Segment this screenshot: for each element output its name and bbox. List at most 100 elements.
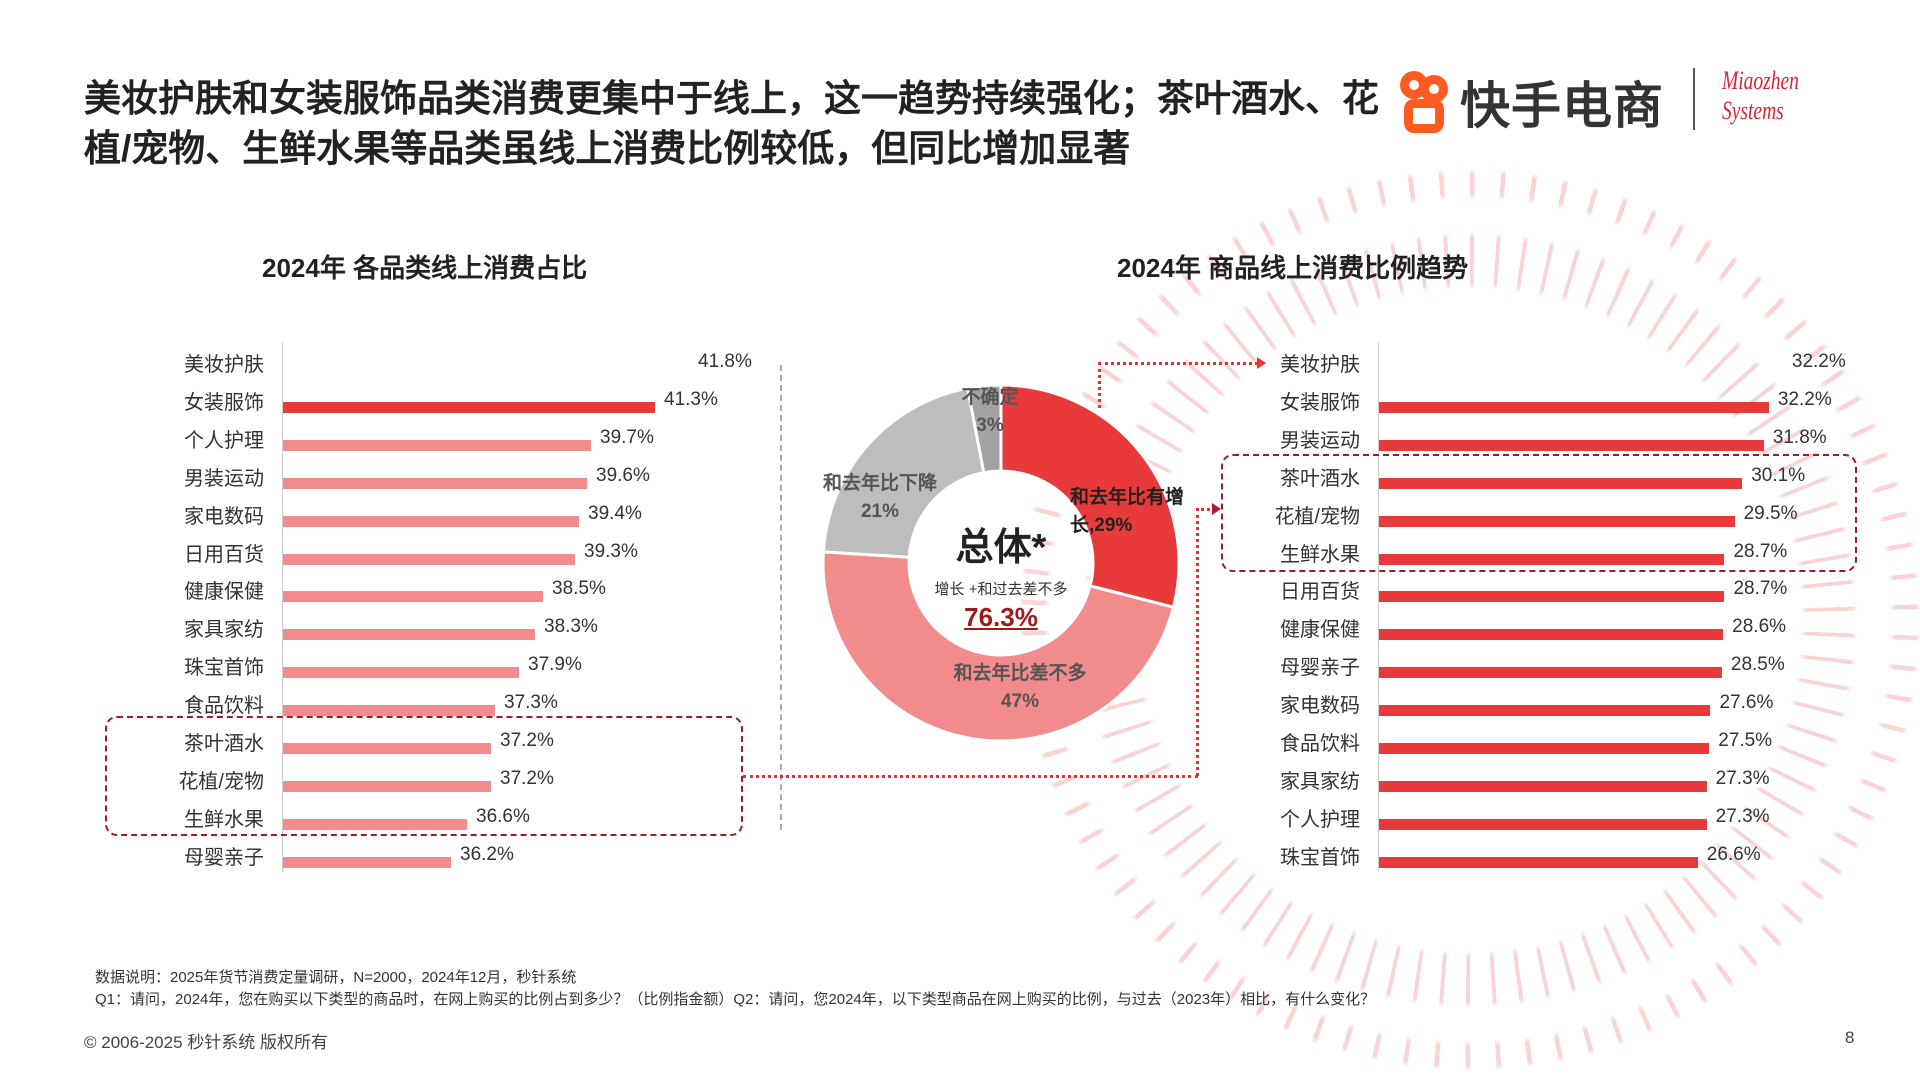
bar bbox=[1379, 401, 1769, 413]
slice-label-uncertain: 不确定 3% bbox=[945, 384, 1035, 440]
slice-label-decrease-value: 21% bbox=[860, 501, 900, 522]
value-label: 32.2% bbox=[1791, 351, 1846, 372]
category-label: 珠宝首饰 bbox=[1280, 846, 1360, 869]
bar bbox=[283, 401, 655, 413]
value-label: 41.3% bbox=[664, 388, 718, 410]
right-highlight-box bbox=[1221, 454, 1857, 572]
category-label: 个人护理 bbox=[1280, 808, 1360, 831]
slice-label-same: 和去年比差不多 47% bbox=[940, 660, 1100, 716]
slice-label-same-value: 47% bbox=[1000, 691, 1040, 712]
bar bbox=[1379, 743, 1710, 754]
right-chart-title: 2024年 商品线上消费比例趋势 bbox=[1117, 253, 1469, 283]
category-label: 美妆护肤 bbox=[184, 354, 264, 376]
left-chart-title: 2024年 各品类线上消费占比 bbox=[262, 253, 588, 283]
category-label: 茶叶酒水 bbox=[184, 733, 264, 755]
bar bbox=[1379, 667, 1722, 679]
top-connector-horizontal bbox=[1098, 362, 1258, 365]
page-number: 8 bbox=[1845, 1028, 1855, 1047]
category-label: 日用百货 bbox=[1280, 581, 1360, 604]
bar bbox=[1379, 818, 1707, 830]
bar bbox=[283, 705, 495, 717]
data-note: 数据说明：2025年货节消费定量调研，N=2000，2024年12月，秒针系统 bbox=[95, 969, 577, 986]
category-label: 花植/宠物 bbox=[178, 770, 264, 793]
value-label: 27.5% bbox=[1718, 730, 1773, 751]
donut-center-title: 总体* bbox=[955, 527, 1047, 569]
value-label: 39.6% bbox=[596, 464, 650, 486]
value-label: 41.8% bbox=[698, 351, 752, 372]
category-label: 女装服饰 bbox=[184, 391, 264, 414]
value-label: 28.6% bbox=[1732, 616, 1787, 638]
slice-label-uncertain-value: 3% bbox=[976, 415, 1004, 436]
arrow-icon bbox=[1212, 503, 1221, 515]
value-label: 37.2% bbox=[500, 730, 554, 751]
category-label: 生鲜水果 bbox=[184, 808, 264, 831]
category-label: 男装运动 bbox=[184, 467, 264, 490]
axis-line bbox=[282, 342, 283, 872]
bar bbox=[283, 780, 491, 792]
category-label: 珠宝首饰 bbox=[184, 657, 264, 680]
bar bbox=[1379, 591, 1725, 603]
bar bbox=[1379, 477, 1743, 489]
donut-center-subtitle: 增长 +和过去差不多 bbox=[934, 581, 1068, 598]
donut-slice bbox=[821, 550, 1176, 743]
bar bbox=[1379, 705, 1711, 717]
category-label: 女装服饰 bbox=[1280, 391, 1360, 414]
category-label: 花植/宠物 bbox=[1274, 505, 1360, 528]
kuaishou-logo: 快手电商 bbox=[1398, 66, 1664, 138]
copyright: © 2006-2025 秒针系统 版权所有 bbox=[84, 1033, 328, 1052]
miaozhen-line2: Systems bbox=[1722, 96, 1784, 125]
category-label: 个人护理 bbox=[184, 429, 264, 452]
bar bbox=[1379, 856, 1698, 868]
value-label: 30.1% bbox=[1751, 464, 1806, 486]
category-label: 家具家纺 bbox=[184, 619, 264, 642]
value-label: 39.4% bbox=[588, 502, 642, 524]
category-label: 家具家纺 bbox=[1280, 770, 1360, 793]
bar bbox=[1379, 553, 1725, 565]
bar bbox=[283, 439, 591, 451]
connector-line-arrow bbox=[1196, 508, 1216, 511]
value-label: 28.7% bbox=[1733, 540, 1788, 562]
bar bbox=[1379, 439, 1764, 451]
category-label: 男装运动 bbox=[1280, 429, 1360, 452]
category-label: 食品饮料 bbox=[184, 695, 264, 718]
category-label: 母婴亲子 bbox=[1280, 657, 1360, 680]
bar bbox=[283, 856, 451, 868]
value-label: 28.5% bbox=[1730, 654, 1785, 676]
page-title: 美妆护肤和女装服饰品类消费更集中于线上，这一趋势持续强化；茶叶酒水、花植/宠物、… bbox=[84, 78, 1379, 169]
donut-slice bbox=[965, 383, 1003, 475]
value-label: 32.2% bbox=[1777, 388, 1832, 410]
miaozhen-line1: Miaozhen bbox=[1722, 66, 1799, 95]
value-label: 31.8% bbox=[1772, 426, 1827, 448]
bar bbox=[1379, 780, 1707, 792]
value-label: 39.3% bbox=[584, 540, 638, 562]
value-label: 37.3% bbox=[504, 692, 558, 714]
bar bbox=[1379, 629, 1724, 641]
category-label: 食品饮料 bbox=[1280, 733, 1360, 755]
axis-line bbox=[1378, 342, 1379, 872]
value-label: 26.6% bbox=[1706, 843, 1761, 865]
bar bbox=[283, 477, 587, 489]
category-label: 家电数码 bbox=[1280, 695, 1360, 718]
value-label: 27.3% bbox=[1715, 767, 1770, 789]
left-highlight-box bbox=[105, 716, 743, 836]
value-label: 37.2% bbox=[500, 767, 554, 789]
bar bbox=[283, 743, 491, 754]
bar bbox=[1379, 515, 1735, 527]
value-label: 27.3% bbox=[1715, 805, 1770, 827]
survey-questions: Q1：请问，2024年，您在购买以下类型的商品时，在网上购买的比例占到多少？（比… bbox=[95, 991, 1376, 1008]
value-label: 36.2% bbox=[460, 843, 514, 865]
miaozhen-logo: Miaozhen Systems bbox=[1722, 66, 1799, 126]
bar bbox=[283, 553, 575, 565]
value-label: 29.5% bbox=[1743, 502, 1798, 524]
slice-label-decrease: 和去年比下降 21% bbox=[810, 470, 950, 526]
slice-label-uncertain-name: 不确定 bbox=[961, 387, 1019, 408]
value-label: 38.3% bbox=[544, 616, 598, 638]
slice-label-same-name: 和去年比差不多 bbox=[953, 663, 1087, 684]
bar bbox=[283, 515, 579, 527]
category-label: 美妆护肤 bbox=[1280, 354, 1360, 376]
category-label: 母婴亲子 bbox=[184, 846, 264, 869]
category-label: 日用百货 bbox=[184, 543, 264, 566]
bar bbox=[283, 629, 535, 641]
chart-divider bbox=[780, 365, 782, 830]
